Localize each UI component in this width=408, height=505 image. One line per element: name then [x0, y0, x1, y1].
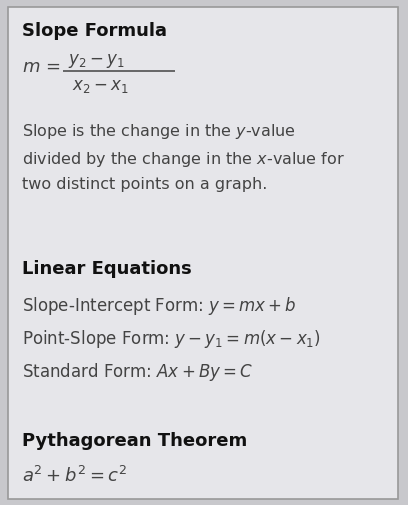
Text: Slope-Intercept Form: $y = mx + b$: Slope-Intercept Form: $y = mx + b$	[22, 294, 297, 316]
Text: $a^2 + b^2 = c^2$: $a^2 + b^2 = c^2$	[22, 465, 127, 485]
Text: Standard Form: $Ax + By = C$: Standard Form: $Ax + By = C$	[22, 360, 253, 382]
Text: Slope is the change in the $y$-value
divided by the change in the $x$-value for
: Slope is the change in the $y$-value div…	[22, 122, 345, 191]
Text: Slope Formula: Slope Formula	[22, 22, 167, 40]
Text: Linear Equations: Linear Equations	[22, 260, 192, 277]
Text: $x_2 - x_1$: $x_2 - x_1$	[72, 77, 129, 95]
Text: $m\,=$: $m\,=$	[22, 58, 61, 76]
Text: Pythagorean Theorem: Pythagorean Theorem	[22, 431, 247, 449]
FancyBboxPatch shape	[8, 8, 398, 499]
Text: Point-Slope Form: $y - y_1 = m(x - x_1)$: Point-Slope Form: $y - y_1 = m(x - x_1)$	[22, 327, 321, 349]
Text: $y_2 - y_1$: $y_2 - y_1$	[68, 52, 125, 70]
